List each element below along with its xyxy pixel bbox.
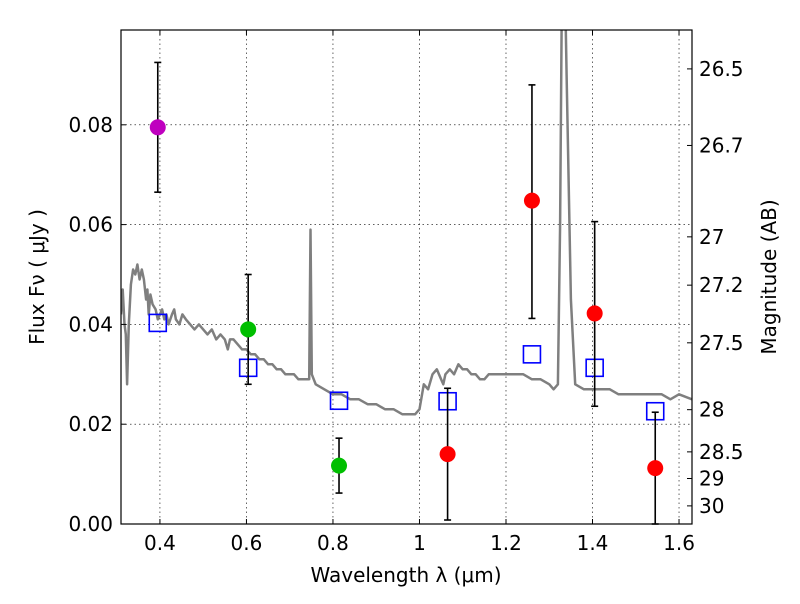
y-tick-label: 0.06 xyxy=(68,213,113,237)
sed-line xyxy=(121,30,692,416)
magnitude-tick-label: 27 xyxy=(699,225,724,249)
x-axis-label: Wavelength λ (μm) xyxy=(310,563,501,587)
observed-point xyxy=(523,192,540,209)
x-tick-label: 0.6 xyxy=(231,531,263,555)
x-tick-label: 0.8 xyxy=(317,531,349,555)
magnitude-tick-label: 27.5 xyxy=(699,331,744,355)
model-square xyxy=(522,345,542,364)
model-square xyxy=(329,391,349,411)
magnitude-tick-label: 29 xyxy=(699,466,724,490)
y-tick-label: 0.02 xyxy=(68,412,113,436)
observed-points xyxy=(149,119,664,477)
observed-point xyxy=(439,446,456,463)
magnitude-tick-label: 26.5 xyxy=(699,57,744,81)
y-tick-label: 0.04 xyxy=(68,312,113,336)
observed-point xyxy=(149,119,166,136)
y-axis-label: Flux Fν ( μJy ) xyxy=(25,209,49,345)
magnitude-tick-label: 26.7 xyxy=(699,133,744,157)
grid-lines xyxy=(121,30,692,525)
model-points xyxy=(148,313,665,421)
magnitude-tick-label: 28 xyxy=(699,398,724,422)
error-bars xyxy=(154,61,659,525)
x-tick-label: 0.4 xyxy=(144,531,176,555)
x-tick-label: 1.6 xyxy=(663,531,695,555)
y-axis-ticks: 0.00 0.02 0.04 0.06 0.08 xyxy=(68,113,126,536)
plot-frame xyxy=(120,29,693,525)
observed-point xyxy=(586,305,603,322)
observed-point xyxy=(331,457,348,474)
x-axis-ticks: 0.4 0.6 0.8 1 1.2 1.4 1.6 xyxy=(144,30,695,555)
model-square xyxy=(148,313,168,333)
magnitude-tick-label: 27.2 xyxy=(699,273,744,297)
magnitude-tick-label: 28.5 xyxy=(699,440,744,464)
x-tick-label: 1.4 xyxy=(577,531,609,555)
magnitude-axis-ticks: 26.5 26.7 27 27.2 27.5 28 28.529 30 xyxy=(687,57,744,518)
y-tick-label: 0.00 xyxy=(68,512,113,536)
sed-spectrum xyxy=(121,30,692,416)
observed-point xyxy=(647,460,664,477)
y-tick-label: 0.08 xyxy=(68,113,113,137)
observed-point xyxy=(240,321,257,338)
magnitude-tick-label: 30 xyxy=(699,494,724,518)
x-tick-label: 1.2 xyxy=(490,531,522,555)
magnitude-axis-label: Magnitude (AB) xyxy=(757,199,781,354)
x-tick-label: 1 xyxy=(413,531,426,555)
